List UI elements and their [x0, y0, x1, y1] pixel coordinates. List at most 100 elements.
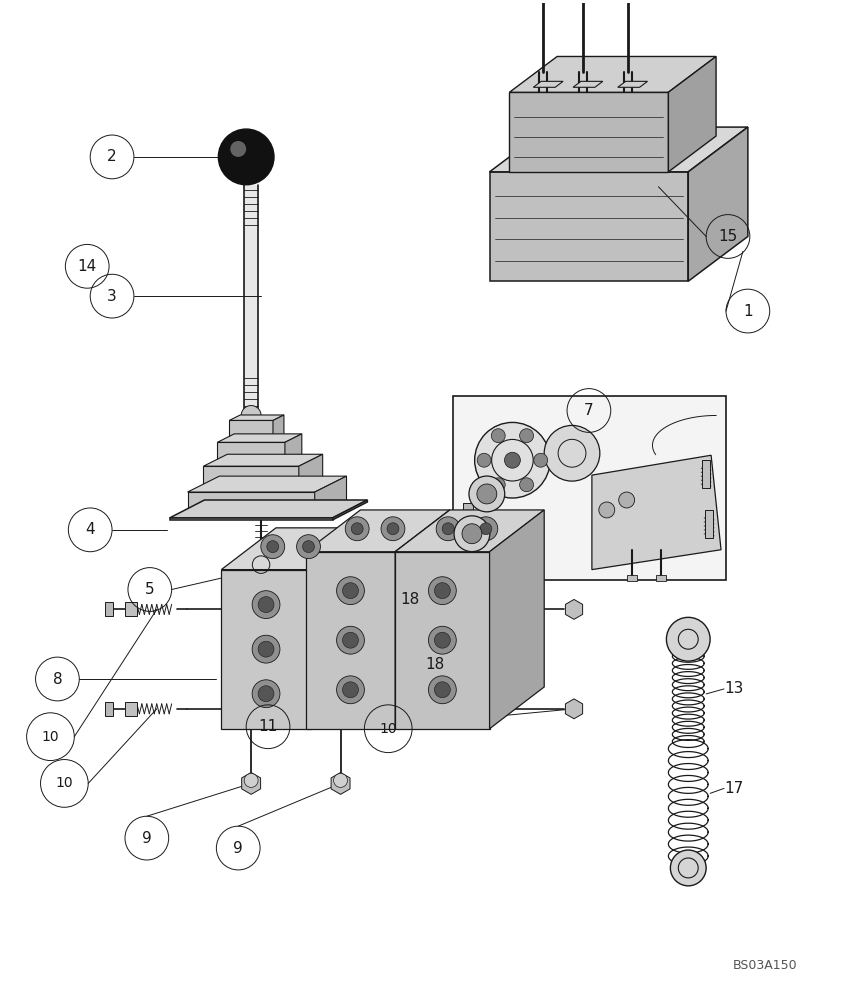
Text: 8: 8 [53, 672, 62, 686]
Text: 5: 5 [145, 582, 154, 597]
Circle shape [337, 676, 365, 704]
Circle shape [241, 406, 261, 425]
Polygon shape [668, 56, 716, 172]
Polygon shape [315, 476, 347, 518]
Polygon shape [332, 500, 367, 520]
Bar [463, 503, 472, 515]
Polygon shape [187, 492, 315, 518]
Polygon shape [204, 466, 298, 490]
Polygon shape [395, 510, 544, 552]
Text: 10: 10 [42, 730, 59, 744]
Circle shape [387, 523, 399, 535]
Text: 1: 1 [743, 304, 753, 319]
Circle shape [442, 523, 454, 535]
Circle shape [343, 632, 359, 648]
Polygon shape [566, 599, 583, 619]
Polygon shape [395, 510, 449, 729]
Polygon shape [204, 454, 323, 466]
Circle shape [454, 516, 490, 552]
Circle shape [520, 429, 533, 443]
Circle shape [434, 682, 450, 698]
Polygon shape [592, 455, 721, 570]
Polygon shape [170, 500, 367, 518]
Circle shape [477, 453, 491, 467]
Circle shape [505, 452, 521, 468]
Text: 15: 15 [718, 229, 738, 244]
Polygon shape [310, 528, 365, 729]
Polygon shape [617, 81, 648, 87]
Circle shape [667, 617, 710, 661]
Polygon shape [229, 420, 273, 440]
Bar [627, 575, 637, 581]
Circle shape [428, 676, 456, 704]
Circle shape [434, 583, 450, 599]
Circle shape [297, 535, 321, 559]
Circle shape [343, 682, 359, 698]
Polygon shape [489, 172, 689, 281]
Text: 7: 7 [584, 403, 594, 418]
Polygon shape [170, 518, 332, 520]
Bar [125, 602, 137, 616]
Text: BS03A150: BS03A150 [733, 959, 797, 972]
Circle shape [544, 425, 600, 481]
Circle shape [462, 524, 482, 544]
Polygon shape [510, 92, 668, 172]
Polygon shape [221, 528, 365, 570]
Text: 10: 10 [379, 722, 397, 736]
Circle shape [345, 517, 369, 541]
Text: 3: 3 [107, 289, 117, 304]
Circle shape [261, 535, 285, 559]
Polygon shape [285, 434, 302, 464]
Polygon shape [689, 127, 748, 281]
Circle shape [258, 641, 274, 657]
Text: 10: 10 [56, 776, 73, 790]
Circle shape [475, 422, 550, 498]
Circle shape [520, 478, 533, 492]
Circle shape [333, 773, 348, 787]
Polygon shape [298, 454, 323, 490]
Circle shape [491, 478, 505, 492]
Polygon shape [187, 476, 347, 492]
Circle shape [303, 541, 315, 553]
Polygon shape [217, 434, 302, 442]
Polygon shape [395, 552, 489, 729]
Circle shape [343, 583, 359, 599]
Circle shape [480, 523, 492, 535]
Bar [656, 575, 667, 581]
Text: 14: 14 [78, 259, 97, 274]
Text: 9: 9 [142, 831, 152, 846]
Polygon shape [221, 570, 310, 729]
Circle shape [337, 626, 365, 654]
Bar [125, 702, 137, 716]
Circle shape [351, 523, 363, 535]
Polygon shape [273, 415, 284, 440]
Bar [105, 602, 113, 616]
Polygon shape [217, 442, 285, 464]
Text: 11: 11 [259, 719, 277, 734]
Circle shape [231, 141, 246, 157]
Circle shape [252, 591, 280, 619]
Text: 9: 9 [233, 841, 243, 856]
Circle shape [244, 773, 258, 787]
Circle shape [599, 502, 615, 518]
Polygon shape [533, 81, 563, 87]
Polygon shape [306, 552, 395, 729]
Circle shape [252, 680, 280, 708]
Polygon shape [510, 56, 716, 92]
Text: 17: 17 [724, 781, 743, 796]
Polygon shape [229, 415, 284, 420]
Circle shape [434, 632, 450, 648]
Text: 18: 18 [400, 592, 420, 607]
Circle shape [252, 635, 280, 663]
Text: 2: 2 [107, 149, 117, 164]
Circle shape [491, 429, 505, 443]
Circle shape [469, 476, 505, 512]
Polygon shape [489, 510, 544, 729]
Text: 18: 18 [425, 657, 444, 672]
Polygon shape [248, 549, 275, 581]
Circle shape [218, 129, 274, 185]
Bar [453, 396, 726, 580]
Circle shape [477, 484, 497, 504]
Bar [105, 702, 113, 716]
Circle shape [267, 541, 279, 553]
